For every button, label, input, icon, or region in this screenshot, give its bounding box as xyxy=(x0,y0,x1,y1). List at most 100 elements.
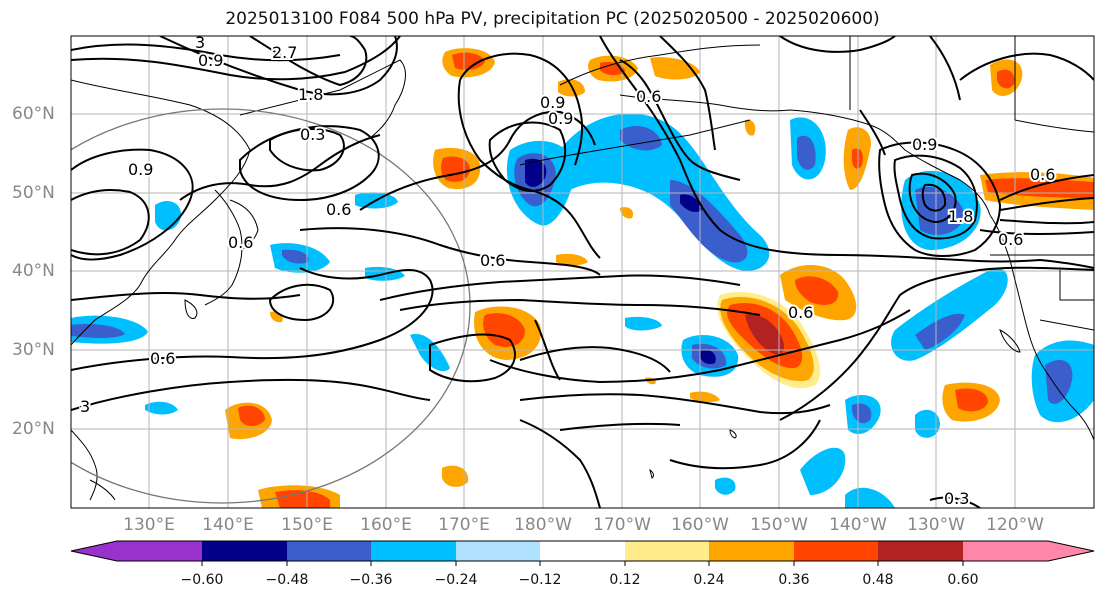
colorbar-tick-label: 0.36 xyxy=(778,572,810,588)
lon-label: 130°W xyxy=(907,515,965,535)
colorbar-tick-label: 0.60 xyxy=(947,572,979,588)
precip-neg-area xyxy=(915,313,965,350)
lat-label: 40°N xyxy=(12,261,55,281)
colorbar-swatch xyxy=(456,541,540,561)
precip-pos-area xyxy=(442,465,469,487)
contour-label: 0.6 xyxy=(480,251,505,270)
lon-label: 150°W xyxy=(750,515,808,535)
lon-label: 140°E xyxy=(202,515,254,535)
precip-neg-area xyxy=(145,401,178,415)
precip-pos-area xyxy=(620,207,634,219)
lat-label: 50°N xyxy=(12,183,55,203)
colorbar-outline xyxy=(70,540,1095,562)
lat-label: 20°N xyxy=(12,419,55,439)
precip-pos-area xyxy=(556,253,588,266)
colorbar-tick-label: −0.24 xyxy=(434,572,478,588)
precip-pos-area xyxy=(238,405,265,426)
precip-neg-area xyxy=(891,268,1008,361)
precip-neg-area xyxy=(800,447,846,495)
precip-pos-area xyxy=(690,391,720,403)
colorbar-swatch xyxy=(625,541,709,561)
precip-neg-area xyxy=(680,194,702,213)
contour-label: 2.7 xyxy=(272,43,297,62)
precip-pos-area xyxy=(795,276,839,305)
lon-label: 170°W xyxy=(593,515,651,535)
colorbar-tick-label: 0.12 xyxy=(609,572,641,588)
lat-label: 60°N xyxy=(12,104,55,124)
precip-neg-area xyxy=(620,125,662,151)
precip-neg-area xyxy=(797,135,816,170)
lon-label: 160°E xyxy=(360,515,412,535)
precip-neg-area xyxy=(845,487,895,508)
precip-neg-area xyxy=(525,158,547,187)
graticule xyxy=(71,36,1094,508)
colorbar-swatch xyxy=(709,541,794,561)
contour-label: 0.6 xyxy=(636,87,661,106)
precip-negative-shading xyxy=(71,113,1094,508)
contour-label: 0.3 xyxy=(300,125,325,144)
precip-neg-area xyxy=(71,324,125,338)
contour-label: 1.8 xyxy=(298,85,323,104)
precip-pos-area xyxy=(650,57,700,80)
precip-neg-area xyxy=(852,403,872,424)
lon-label: 150°E xyxy=(281,515,333,535)
lat-label: 30°N xyxy=(12,340,55,360)
contour-label: 0.9 xyxy=(912,135,937,154)
colorbar-swatch xyxy=(287,541,371,561)
lon-label: 130°E xyxy=(123,515,175,535)
precip-pos-area xyxy=(997,69,1015,89)
contour-label: 0.6 xyxy=(1030,165,1055,184)
lon-label: 180°W xyxy=(514,515,572,535)
colorbar-tick-label: 0.48 xyxy=(862,572,894,588)
precip-pos-area xyxy=(852,148,863,169)
contour-label: 1.8 xyxy=(948,207,973,226)
contour-label: 0.6 xyxy=(326,200,351,219)
contour-label: 3 xyxy=(80,397,90,416)
precip-neg-area xyxy=(155,200,181,231)
contour-label: 0.9 xyxy=(540,93,565,112)
precip-pos-area xyxy=(452,52,485,70)
contour-label: 0.3 xyxy=(944,489,969,508)
precip-pos-area xyxy=(275,490,330,508)
colorbar-swatch xyxy=(963,541,1094,561)
precip-pos-area xyxy=(745,314,785,355)
colorbar-swatch xyxy=(878,541,963,561)
lon-label: 170°E xyxy=(438,515,490,535)
colorbar-swatch xyxy=(371,541,456,561)
contour-label: 0.6 xyxy=(228,233,253,252)
contour-label: 0.9 xyxy=(548,109,573,128)
contour-label: 0.6 xyxy=(788,303,813,322)
range-circle xyxy=(71,108,471,504)
precip-pos-area xyxy=(483,313,525,347)
map-title: 2025013100 F084 500 hPa PV, precipitatio… xyxy=(225,9,880,29)
contour-label: 0.9 xyxy=(198,51,223,70)
lon-label: 140°W xyxy=(829,515,887,535)
colorbar-swatch xyxy=(71,541,202,561)
colorbar-swatch xyxy=(540,541,625,561)
contour-label: 0.9 xyxy=(128,160,153,179)
precip-neg-area xyxy=(715,477,736,495)
lon-label: 160°W xyxy=(671,515,729,535)
contour-label: 0.6 xyxy=(150,349,175,368)
colorbar-tick-label: −0.12 xyxy=(518,572,562,588)
precip-neg-area xyxy=(282,249,309,264)
colorbar-tick-label: −0.60 xyxy=(180,572,224,588)
pv-contours xyxy=(71,36,1094,508)
colorbar xyxy=(70,540,1095,566)
precip-neg-area xyxy=(625,316,662,331)
colorbar-swatch xyxy=(794,541,878,561)
colorbar-tick-label: 0.24 xyxy=(693,572,725,588)
contour-labels: 3 2.7 0.9 1.8 0.3 0.9 0.6 0.9 0.6 0.6 3 … xyxy=(78,33,1057,508)
precip-neg-area xyxy=(700,349,716,365)
contour-label: 3 xyxy=(195,33,205,52)
precip-neg-area xyxy=(1045,360,1073,404)
precip-neg-area xyxy=(915,409,940,438)
colorbar-tick-label: −0.48 xyxy=(265,572,309,588)
coastlines xyxy=(71,36,1094,501)
precip-neg-area xyxy=(915,186,965,235)
precip-pos-area xyxy=(744,119,756,136)
colorbar-tick-label: −0.36 xyxy=(349,572,393,588)
precip-pos-area xyxy=(955,388,988,412)
contour-label: 0.6 xyxy=(998,230,1023,249)
